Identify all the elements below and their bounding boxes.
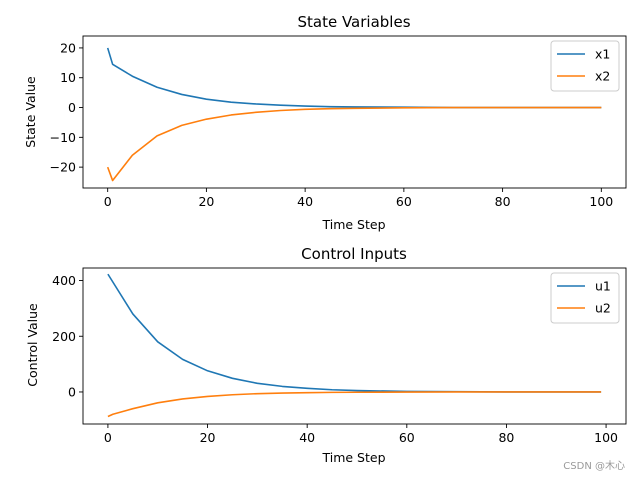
control-inputs-subplot: Control Inputs Time Step Control Value 0…	[25, 245, 627, 465]
x-tick-label: 40	[299, 430, 315, 445]
state-variables-subplot: State Variables Time Step State Value 0 2…	[23, 13, 627, 232]
x-axis-label: Time Step	[321, 217, 385, 232]
series-line-x1	[106, 47, 602, 109]
y-axis-label: Control Value	[25, 303, 40, 387]
legend-label-x1: x1	[595, 47, 610, 62]
x-tick-label: 40	[297, 194, 313, 209]
y-tick-label: 400	[52, 273, 76, 288]
x-tick-label: 100	[589, 194, 613, 209]
x-tick-label: 0	[104, 430, 112, 445]
legend-label-u2: u2	[595, 301, 611, 316]
subplot-title: Control Inputs	[301, 245, 407, 263]
series-line-u2	[107, 391, 602, 418]
x-tick-label: 60	[396, 194, 412, 209]
x-axis-label: Time Step	[321, 450, 385, 465]
x-tick-label: 80	[498, 430, 514, 445]
x-tick-label: 20	[200, 430, 216, 445]
subplot-title: State Variables	[297, 13, 410, 31]
x-tick-label: 0	[104, 194, 112, 209]
axes-frame	[82, 267, 627, 425]
legend-label-u1: u1	[595, 279, 611, 294]
series-line-x2	[106, 106, 602, 182]
y-tick-label: 200	[52, 329, 76, 344]
legend-label-x2: x2	[595, 69, 610, 84]
y-tick-label: −10	[50, 130, 76, 145]
x-tick-label: 20	[198, 194, 214, 209]
x-tick-label: 100	[594, 430, 618, 445]
x-tick-label: 60	[399, 430, 415, 445]
y-tick-label: 10	[60, 70, 76, 85]
x-tick-label: 80	[495, 194, 511, 209]
y-tick-label: 20	[60, 40, 76, 55]
y-tick-label: 0	[68, 384, 76, 399]
series-line-u1	[107, 273, 602, 393]
watermark: CSDN @木心	[563, 460, 625, 472]
axes-frame	[82, 35, 627, 189]
y-axis-label: State Value	[23, 76, 38, 148]
y-tick-label: 0	[68, 100, 76, 115]
y-tick-label: −20	[50, 160, 76, 175]
